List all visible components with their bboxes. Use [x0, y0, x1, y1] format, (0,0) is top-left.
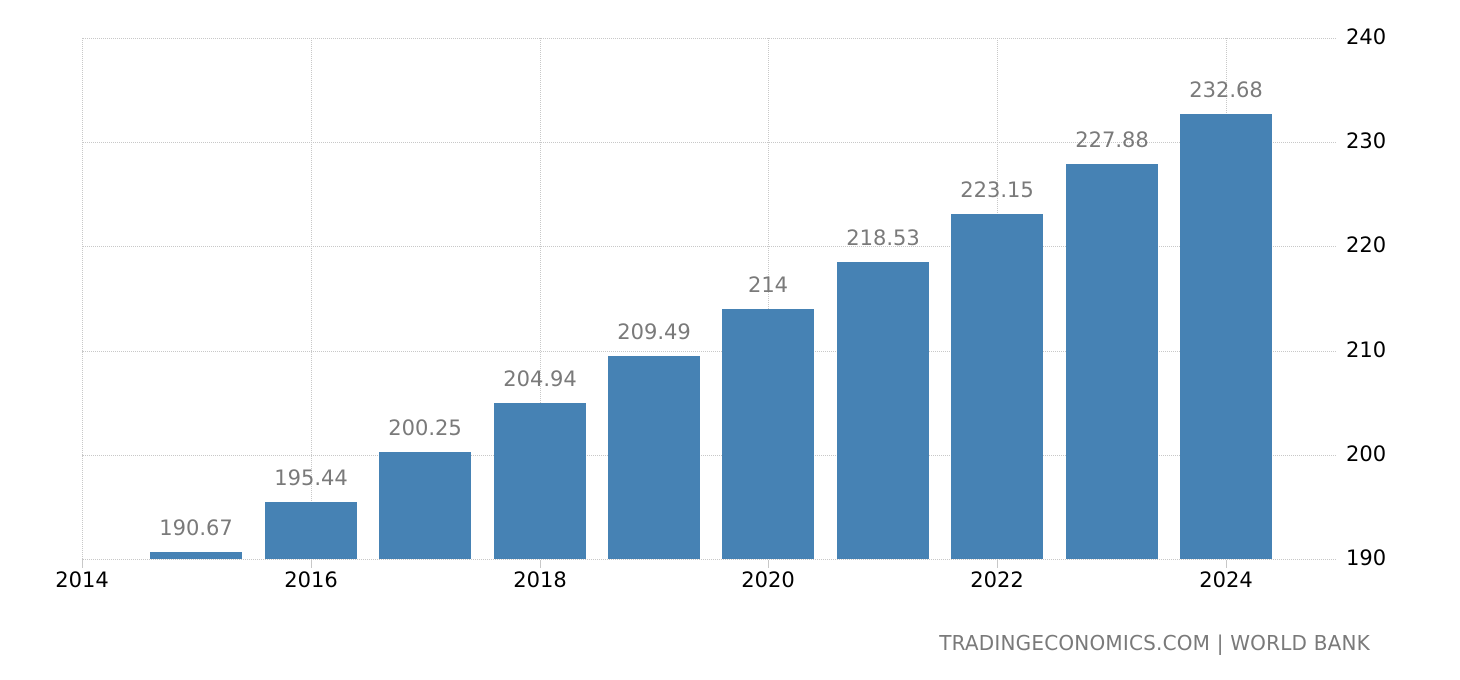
- value-label-2015: 190.67: [159, 516, 233, 540]
- gridline-vertical: [311, 38, 312, 559]
- value-label-2016: 195.44: [274, 466, 348, 490]
- bar-2017: [379, 452, 471, 559]
- bar-2021: [837, 262, 929, 559]
- value-label-2023: 227.88: [1075, 128, 1149, 152]
- y-tick-label: 240: [1346, 25, 1387, 49]
- value-label-2020: 214: [747, 273, 789, 297]
- gridline-horizontal: [82, 38, 1336, 39]
- x-tick-mark: [311, 560, 312, 568]
- x-tick-label: 2024: [1199, 568, 1253, 592]
- bar-2019: [608, 356, 700, 559]
- x-tick-mark: [997, 560, 998, 568]
- x-tick-mark: [1226, 560, 1227, 568]
- gridline-horizontal: [82, 246, 1336, 247]
- x-tick-label: 2020: [741, 568, 795, 592]
- x-tick-label: 2014: [55, 568, 109, 592]
- y-tick-label: 220: [1346, 233, 1387, 257]
- value-label-2024: 232.68: [1189, 78, 1263, 102]
- x-tick-mark: [768, 560, 769, 568]
- x-tick-mark: [82, 560, 83, 568]
- x-tick-mark: [540, 560, 541, 568]
- bar-2015: [150, 552, 242, 559]
- bar-2024: [1180, 114, 1272, 559]
- bar-2022: [951, 214, 1043, 559]
- gridline-vertical: [82, 38, 83, 559]
- y-tick-label: 190: [1346, 546, 1387, 570]
- value-label-2021: 218.53: [846, 226, 920, 250]
- source-credit: TRADINGECONOMICS.COM | WORLD BANK: [939, 631, 1370, 655]
- y-tick-label: 200: [1346, 442, 1387, 466]
- gridline-vertical: [540, 38, 541, 559]
- gridline-vertical: [768, 38, 769, 559]
- value-label-2022: 223.15: [960, 178, 1034, 202]
- x-tick-label: 2022: [970, 568, 1024, 592]
- y-tick-label: 210: [1346, 338, 1387, 362]
- bar-2016: [265, 502, 357, 559]
- x-tick-label: 2018: [513, 568, 567, 592]
- bar-2023: [1066, 164, 1158, 559]
- gridline-horizontal: [82, 351, 1336, 352]
- value-label-2018: 204.94: [503, 367, 577, 391]
- x-tick-label: 2016: [284, 568, 338, 592]
- gridline-horizontal: [82, 455, 1336, 456]
- bar-2020: [722, 309, 814, 559]
- gridline-horizontal: [82, 142, 1336, 143]
- bar-2018: [494, 403, 586, 559]
- gridline-horizontal: [82, 559, 1336, 560]
- value-label-2019: 209.49: [617, 320, 691, 344]
- value-label-2017: 200.25: [388, 416, 462, 440]
- y-tick-label: 230: [1346, 129, 1387, 153]
